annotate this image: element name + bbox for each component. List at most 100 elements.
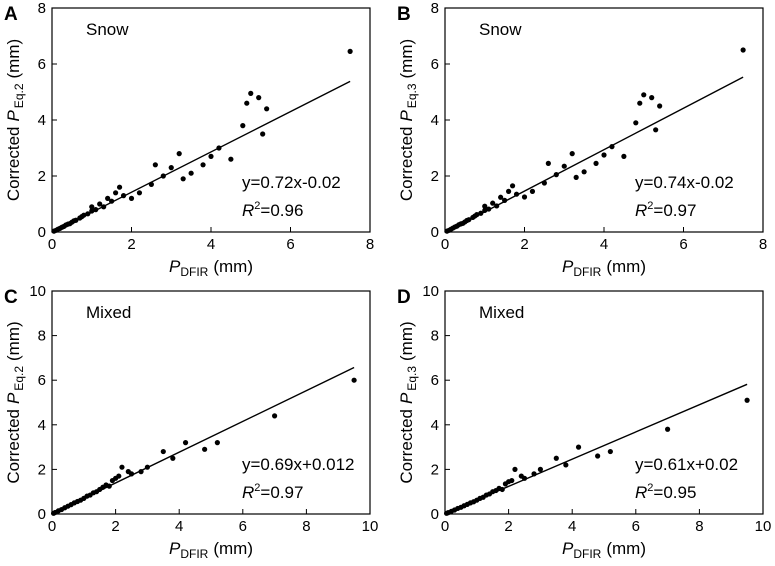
point <box>581 169 587 175</box>
point <box>569 151 575 157</box>
point <box>563 462 569 468</box>
point <box>116 473 122 479</box>
y-tick-label: 10 <box>422 283 439 300</box>
point <box>228 156 234 162</box>
y-tick-label: 2 <box>431 168 439 185</box>
r-squared: R2=0.95 <box>635 482 696 502</box>
y-axis-label: Corrected P Eq.2 (mm) <box>4 39 26 201</box>
panel-title: Snow <box>86 20 129 39</box>
y-axis-label: CorrectedPEq.3(mm) <box>397 321 419 483</box>
point <box>506 188 512 194</box>
panel-letter: A <box>4 4 18 25</box>
fit-line <box>51 366 355 515</box>
point <box>97 201 103 207</box>
point <box>641 92 647 98</box>
point <box>208 153 214 159</box>
x-label-unit: (mm) <box>606 539 646 558</box>
x-axis-label: PDFIR (mm) <box>562 539 646 561</box>
x-label-symbol: P <box>562 257 574 276</box>
point <box>180 176 186 182</box>
y-label-sub: Eq.2 <box>12 83 26 108</box>
r2-symbol: R <box>242 201 254 220</box>
x-tick-label: 6 <box>679 236 687 253</box>
r-squared: R2=0.96 <box>242 200 303 220</box>
r2-sup: 2 <box>254 200 260 212</box>
r2-symbol: R <box>242 483 254 502</box>
y-tick-label: 4 <box>38 112 46 129</box>
x-tick-label: 8 <box>695 518 703 535</box>
y-tick-label: 6 <box>38 56 46 73</box>
y-tick-label: 2 <box>431 461 439 478</box>
y-tick-label: 0 <box>431 506 439 523</box>
point <box>665 426 671 432</box>
r2-sup: 2 <box>647 482 653 494</box>
point <box>256 95 262 101</box>
y-label-sub: Eq.3 <box>405 83 419 108</box>
y-tick-label: 2 <box>38 461 46 478</box>
r2-value: =0.95 <box>653 483 696 502</box>
y-tick-label: 8 <box>38 0 46 17</box>
x-axis-label: PDFIR (mm) <box>169 539 253 561</box>
y-tick-label: 8 <box>431 328 439 345</box>
y-label-unit: (mm) <box>397 321 416 361</box>
point <box>573 174 579 180</box>
x-tick-label: 0 <box>441 518 449 535</box>
y-axis-label: CorrectedPEq.3(mm) <box>397 39 419 201</box>
y-tick-label: 0 <box>431 224 439 241</box>
y-tick-label: 6 <box>38 372 46 389</box>
x-tick-label: 4 <box>175 518 183 535</box>
x-tick-label: 6 <box>239 518 247 535</box>
plot-frame <box>51 7 371 233</box>
r2-value: =0.97 <box>260 483 303 502</box>
point <box>512 466 518 472</box>
x-label-sub: DFIR <box>573 265 601 279</box>
y-tick-label: 4 <box>431 417 439 434</box>
panel-title: Mixed <box>479 303 524 322</box>
point <box>248 90 254 96</box>
fit-equation: y=0.74x-0.02 <box>635 173 734 192</box>
point <box>482 203 488 209</box>
point <box>188 170 194 176</box>
point <box>160 448 166 455</box>
point <box>176 151 182 157</box>
x-tick-label: 10 <box>362 518 379 535</box>
point <box>264 106 270 112</box>
point <box>509 183 516 189</box>
plot-frame <box>444 290 764 515</box>
point <box>272 413 278 419</box>
point <box>240 123 246 129</box>
point <box>601 152 607 158</box>
point <box>621 153 627 159</box>
point <box>182 440 189 446</box>
panel-letter: B <box>397 4 411 25</box>
r-squared: R2=0.97 <box>635 200 696 220</box>
fit-line <box>444 76 744 234</box>
y-tick-label: 4 <box>38 417 46 434</box>
plot-frame <box>444 7 764 233</box>
y-label-symbol: P <box>4 110 23 122</box>
y-label-sub: Eq.2 <box>12 366 26 391</box>
point <box>89 204 95 210</box>
x-tick-label: 2 <box>504 518 512 535</box>
y-label-sub: Eq.3 <box>405 366 419 391</box>
point <box>260 131 266 137</box>
panel-letter: C <box>4 287 18 308</box>
point <box>744 397 750 403</box>
x-label-unit: (mm) <box>213 539 253 558</box>
fit-equation: y=0.72x-0.02 <box>242 173 341 192</box>
x-tick-label: 2 <box>111 518 119 535</box>
y-label-symbol: P <box>4 392 23 404</box>
x-tick-label: 0 <box>48 236 56 253</box>
point <box>561 163 567 169</box>
point <box>593 160 599 166</box>
point <box>637 100 643 106</box>
point <box>170 455 176 461</box>
y-label-unit: (mm) <box>397 39 416 79</box>
point <box>128 195 135 201</box>
x-tick-label: 10 <box>755 518 772 535</box>
y-label-prefix: Corrected <box>397 409 416 484</box>
point <box>653 127 659 133</box>
